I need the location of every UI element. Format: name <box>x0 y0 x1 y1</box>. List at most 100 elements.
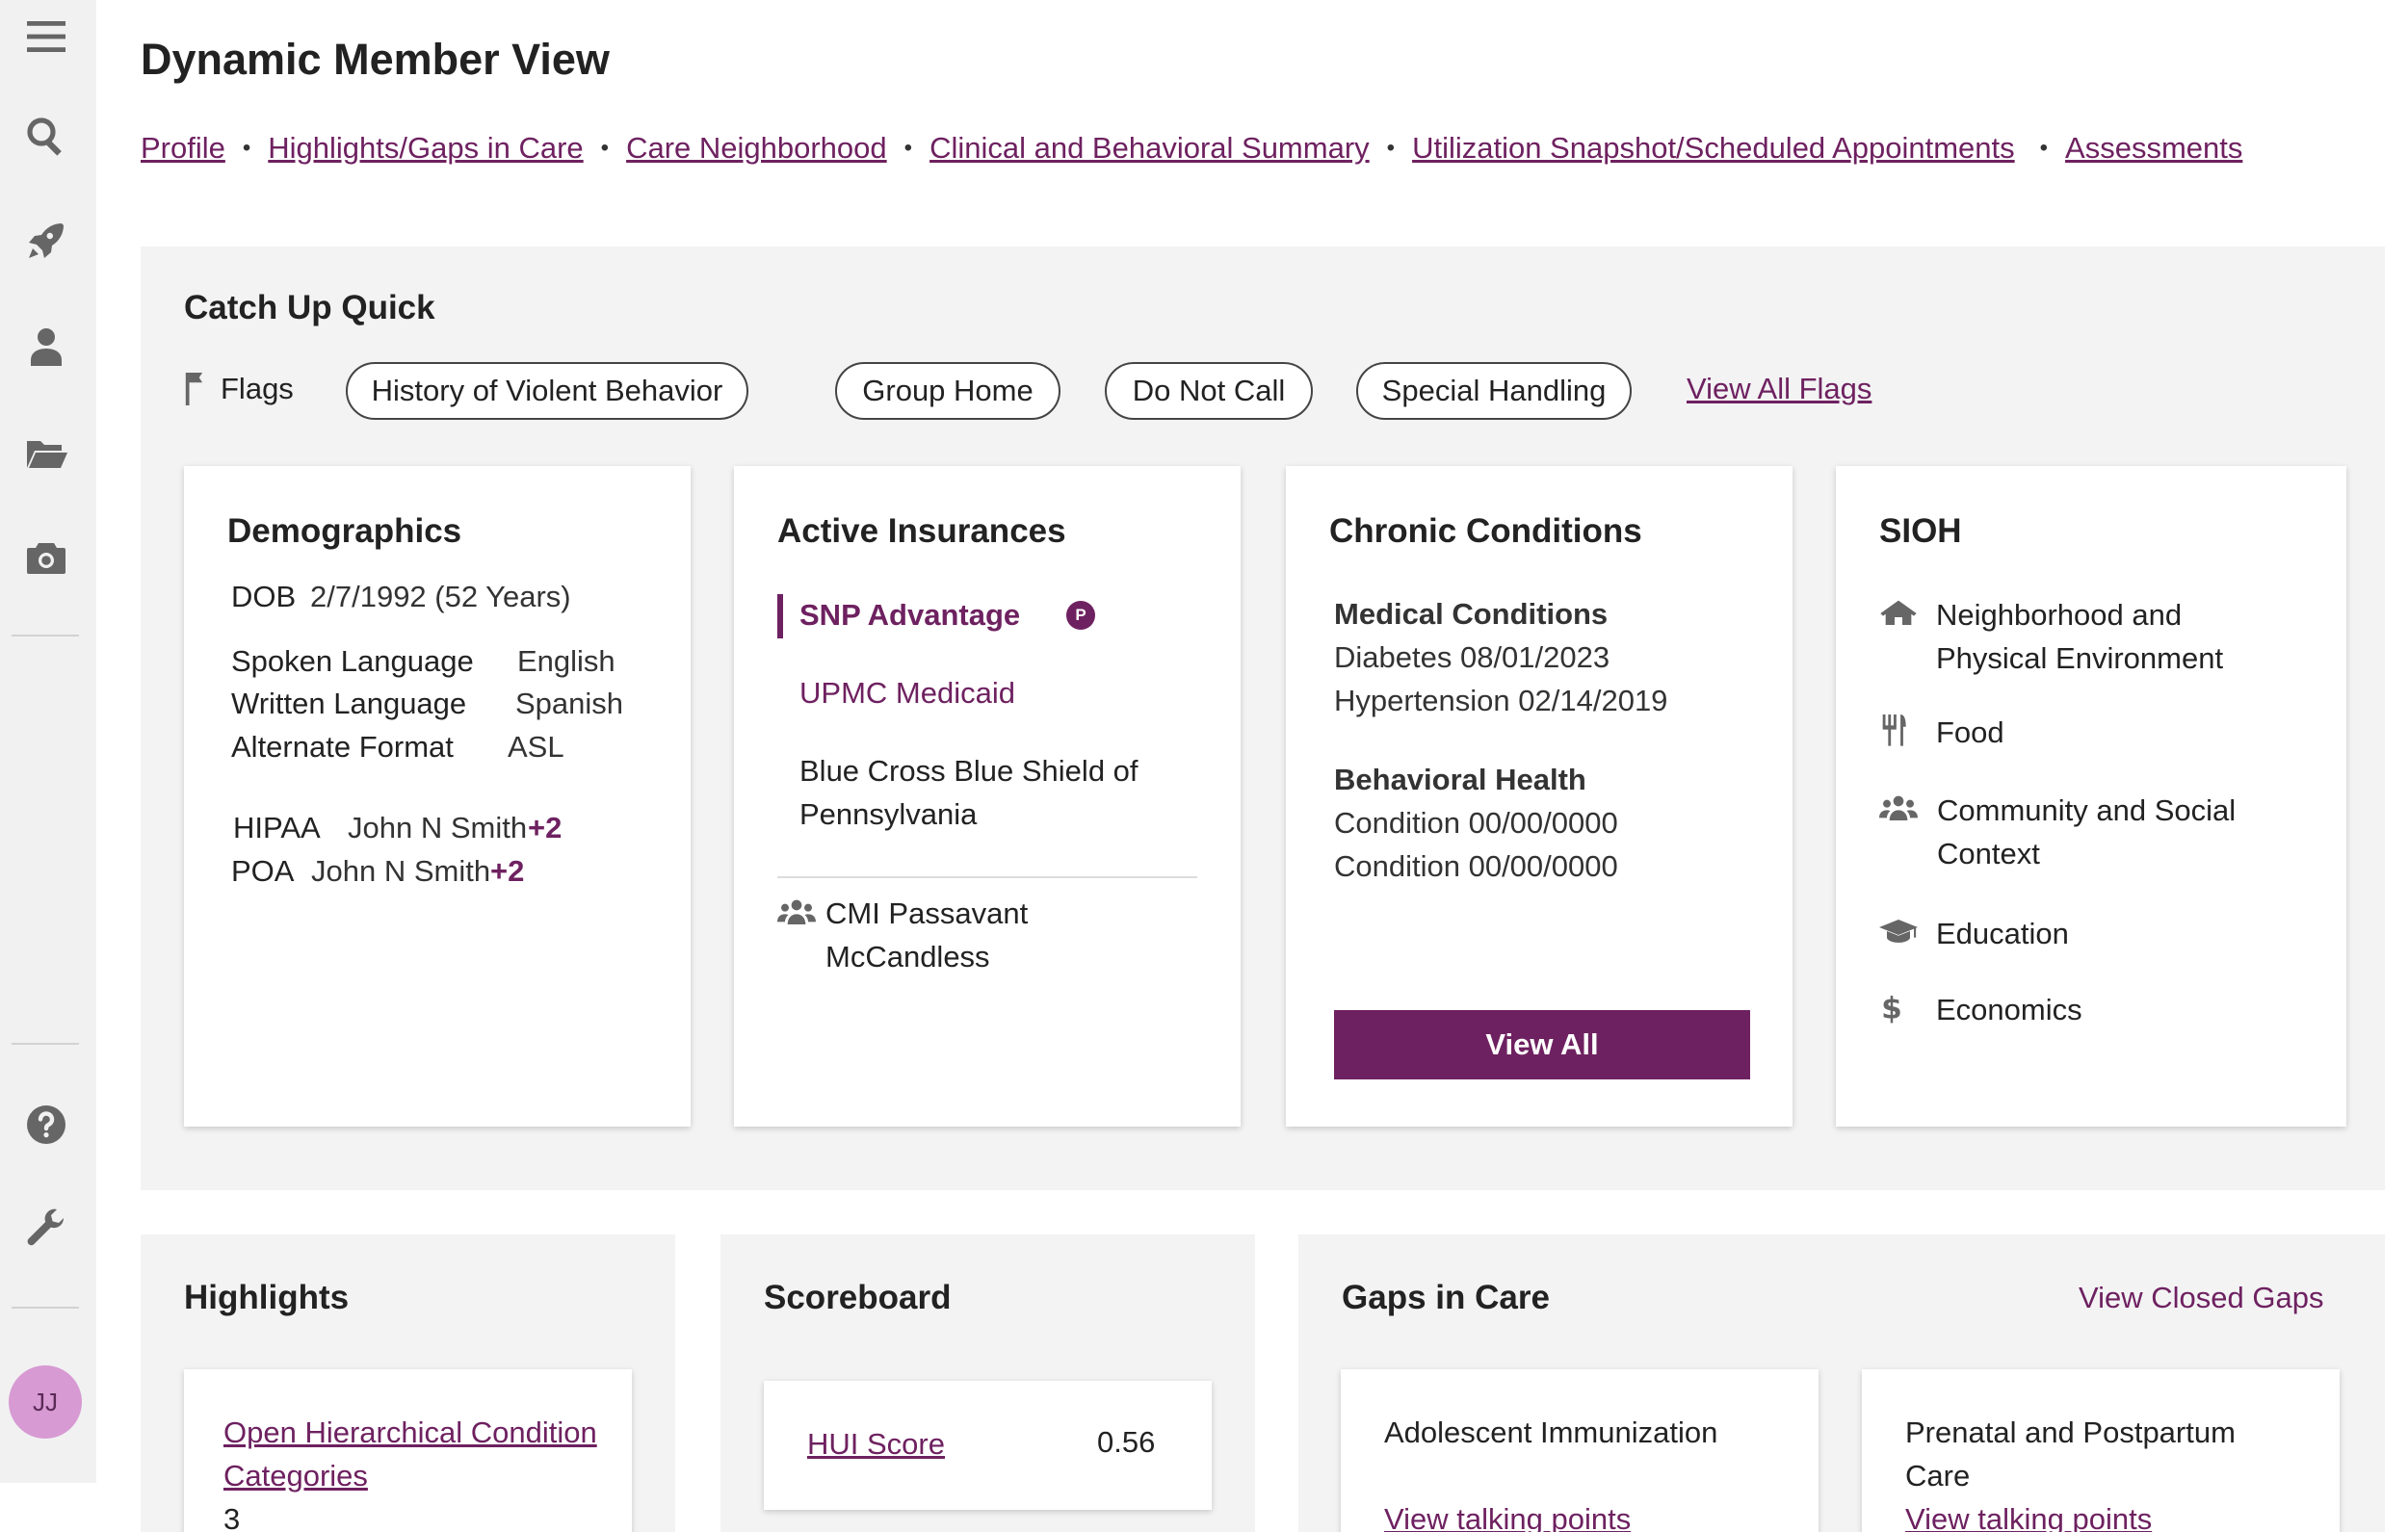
dob-label: DOB <box>231 580 297 613</box>
active-insurances-card: Active Insurances SNP Advantage P UPMC M… <box>734 466 1241 1127</box>
group-icon <box>1879 792 1918 825</box>
gap-card: Adolescent Immunization View talking poi… <box>1341 1369 1819 1532</box>
behavioral-condition: Condition 00/00/0000 <box>1334 849 1618 883</box>
highlights-title: Highlights <box>184 1279 350 1316</box>
care-group-line1: CMI Passavant <box>825 896 1029 930</box>
nav-separator: • <box>2039 135 2049 161</box>
poa-more[interactable]: +2 <box>490 854 525 888</box>
search-icon[interactable] <box>21 112 71 162</box>
chronic-conditions-card: Chronic Conditions Medical Conditions Di… <box>1286 466 1793 1127</box>
flag-icon <box>185 373 203 405</box>
nav-link-utilization[interactable]: Utilization Snapshot/Scheduled Appointme… <box>1412 131 2015 165</box>
nav-separator: • <box>600 135 610 161</box>
alternate-format-label: Alternate Format <box>231 730 454 764</box>
view-talking-points-link[interactable]: View talking points <box>1905 1502 2153 1532</box>
sioh-item-line1: Food <box>1936 715 2004 749</box>
graduation-cap-icon <box>1879 915 1918 948</box>
sioh-item-line2: Physical Environment <box>1936 641 2224 675</box>
dollar-icon: $ <box>1879 991 1902 1026</box>
nav-link-profile[interactable]: Profile <box>141 131 225 165</box>
secondary-insurance[interactable]: UPMC Medicaid <box>799 676 1015 710</box>
rocket-icon[interactable] <box>21 216 71 266</box>
hui-score-value: 0.56 <box>1097 1425 1156 1459</box>
help-icon[interactable] <box>21 1100 71 1150</box>
catch-up-panel: Catch Up Quick Flags History of Violent … <box>141 247 2385 1190</box>
hui-score-card: HUI Score 0.56 <box>764 1381 1212 1510</box>
poa-value: John N Smith <box>311 854 491 888</box>
hipaa-more[interactable]: +2 <box>528 811 563 844</box>
written-language-value: Spanish <box>515 687 624 720</box>
nav-separator: • <box>242 135 251 161</box>
nav-separator: • <box>1386 135 1396 161</box>
catch-up-title: Catch Up Quick <box>184 289 435 326</box>
folder-icon[interactable] <box>21 428 71 478</box>
wrench-icon[interactable] <box>21 1204 71 1254</box>
tertiary-insurance-line1: Blue Cross Blue Shield of <box>799 754 1139 788</box>
avatar[interactable]: JJ <box>9 1365 82 1439</box>
hcc-count: 3 <box>223 1502 241 1532</box>
flag-pill-do-not-call[interactable]: Do Not Call <box>1105 362 1313 420</box>
sioh-card: SIOH Neighborhood and Physical Environme… <box>1836 466 2346 1127</box>
sioh-item-line2: Context <box>1937 837 2040 870</box>
view-talking-points-link[interactable]: View talking points <box>1384 1502 1632 1532</box>
written-language-label: Written Language <box>231 687 467 720</box>
care-group-line2: McCandless <box>825 940 990 974</box>
gaps-in-care-panel: Gaps in Care View Closed Gaps Adolescent… <box>1298 1234 2385 1532</box>
utensils-icon <box>1879 714 1908 747</box>
nav-link-clinical-behavioral[interactable]: Clinical and Behavioral Summary <box>929 131 1370 165</box>
view-all-flags-link[interactable]: View All Flags <box>1687 372 1872 405</box>
gap-title-line1: Prenatal and Postpartum <box>1905 1415 2236 1449</box>
sioh-item-line1: Neighborhood and <box>1936 598 2183 632</box>
camera-icon[interactable] <box>21 533 71 584</box>
hipaa-label: HIPAA <box>233 811 321 844</box>
flag-pill-violent-behavior[interactable]: History of Violent Behavior <box>346 362 748 420</box>
spoken-language-label: Spoken Language <box>231 644 474 678</box>
hui-score-link[interactable]: HUI Score <box>807 1427 945 1461</box>
sioh-item-line1: Community and Social <box>1937 793 2237 827</box>
medical-condition: Diabetes 08/01/2023 <box>1334 640 1610 674</box>
sioh-title: SIOH <box>1879 512 1962 550</box>
behavioral-health-heading: Behavioral Health <box>1334 763 1586 796</box>
medical-condition: Hypertension 02/14/2019 <box>1334 684 1668 717</box>
medical-conditions-heading: Medical Conditions <box>1334 597 1609 631</box>
scoreboard-panel: Scoreboard HUI Score 0.56 <box>720 1234 1255 1532</box>
nav-link-assessments[interactable]: Assessments <box>2065 131 2243 165</box>
svg-text:$: $ <box>1881 991 1902 1024</box>
chronic-conditions-title: Chronic Conditions <box>1329 512 1642 550</box>
poa-label: POA <box>231 854 295 888</box>
highlights-panel: Highlights Open Hierarchical Condition C… <box>141 1234 675 1532</box>
sidebar: JJ <box>0 0 96 1483</box>
nav-link-highlights-gaps[interactable]: Highlights/Gaps in Care <box>268 131 584 165</box>
sioh-item-line1: Economics <box>1936 993 2082 1026</box>
view-all-button[interactable]: View All <box>1334 1010 1750 1079</box>
sioh-item-line1: Education <box>1936 917 2069 950</box>
behavioral-condition: Condition 00/00/0000 <box>1334 806 1618 840</box>
sidebar-divider <box>12 635 79 636</box>
group-icon <box>777 896 816 929</box>
scoreboard-title: Scoreboard <box>764 1279 952 1316</box>
hcc-link-line2[interactable]: Categories <box>223 1459 368 1493</box>
nav-link-care-neighborhood[interactable]: Care Neighborhood <box>626 131 887 165</box>
sidebar-divider <box>12 1043 79 1045</box>
sidebar-divider <box>12 1307 79 1309</box>
demographics-title: Demographics <box>227 512 462 550</box>
hipaa-value: John N Smith <box>348 811 528 844</box>
active-insurances-title: Active Insurances <box>777 512 1066 550</box>
primary-insurance-marker <box>777 594 783 638</box>
page-title: Dynamic Member View <box>141 35 610 84</box>
gaps-in-care-title: Gaps in Care <box>1342 1279 1550 1316</box>
flag-pill-group-home[interactable]: Group Home <box>835 362 1060 420</box>
alternate-format-value: ASL <box>508 730 564 764</box>
flags-label: Flags <box>184 372 294 406</box>
person-icon[interactable] <box>21 322 71 372</box>
nav-separator: • <box>903 135 913 161</box>
flag-pill-special-handling[interactable]: Special Handling <box>1356 362 1632 420</box>
gap-title-line2: Care <box>1905 1459 1971 1493</box>
primary-badge: P <box>1066 601 1095 630</box>
house-icon <box>1879 597 1918 630</box>
primary-insurance[interactable]: SNP Advantage <box>799 598 1021 632</box>
highlight-card: Open Hierarchical Condition Categories 3 <box>184 1369 632 1532</box>
hcc-link-line1[interactable]: Open Hierarchical Condition <box>223 1415 597 1449</box>
view-closed-gaps-link[interactable]: View Closed Gaps <box>2079 1281 2324 1314</box>
menu-icon[interactable] <box>21 12 71 62</box>
